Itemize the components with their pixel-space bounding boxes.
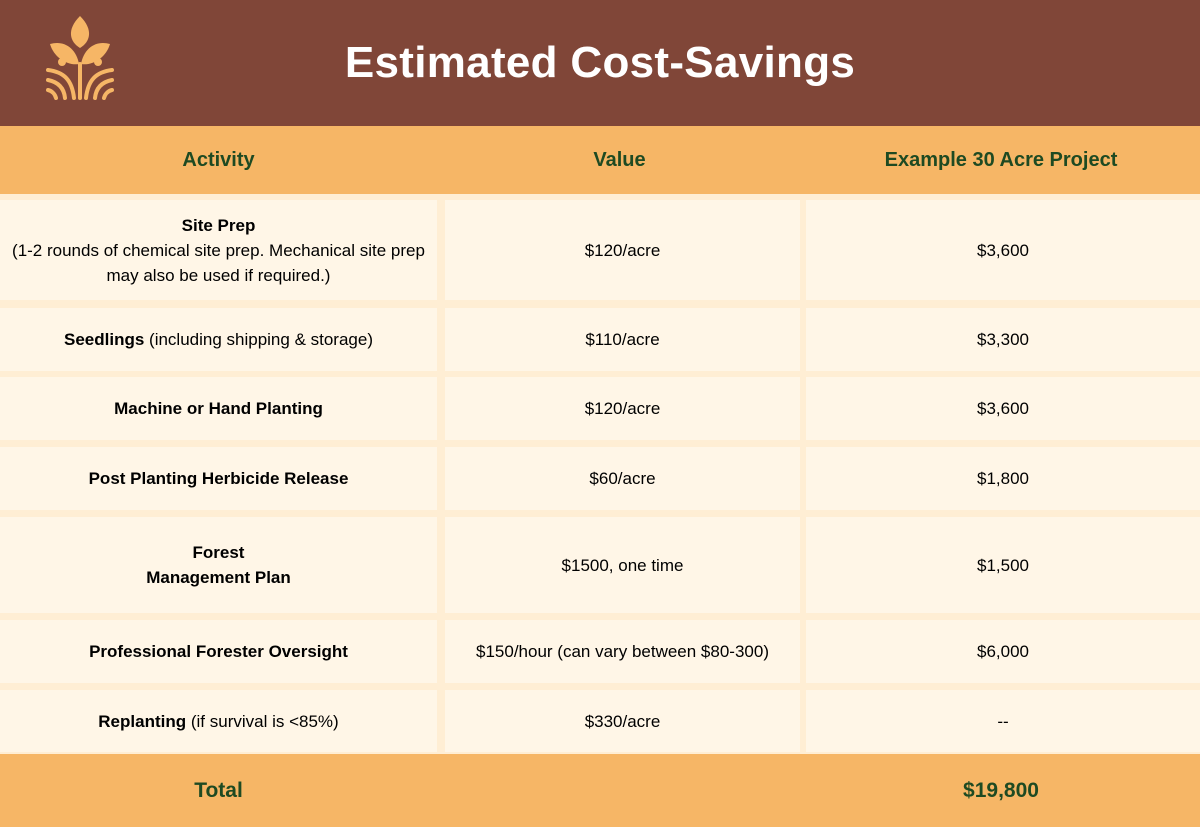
table-row: Replanting (if survival is <85%) $330/ac… [0,690,1200,752]
table-row: Machine or Hand Planting $120/acre $3,60… [0,377,1200,440]
example-cell: $3,600 [806,377,1200,440]
table-row: Site Prep (1-2 rounds of chemical site p… [0,200,1200,300]
activity-name: Machine or Hand Planting [0,377,437,440]
column-header-value: Value [593,148,646,171]
header-banner: Estimated Cost-Savings [0,0,1200,126]
table-row: Seedlings (including shipping & storage)… [0,308,1200,371]
activity-note: (1-2 rounds of chemical site prep. Mecha… [12,240,425,285]
example-cell: $6,000 [806,620,1200,683]
table-header-row: Activity Value Example 30 Acre Project [0,126,1200,194]
value-cell: $120/acre [445,377,800,440]
activity-note: (if survival is <85%) [190,711,339,731]
value-cell: $150/hour (can vary between $80-300) [445,620,800,683]
table-body: Site Prep (1-2 rounds of chemical site p… [0,194,1200,754]
value-cell: $330/acre [445,690,800,752]
value-cell: $1500, one time [445,517,800,613]
activity-cell: Site Prep (1-2 rounds of chemical site p… [0,200,437,300]
activity-name: Seedlings [63,330,145,349]
example-cell: $1,800 [806,447,1200,510]
activity-cell: Replanting (if survival is <85%) [0,690,437,752]
value-cell: $120/acre [445,200,800,300]
value-cell: $60/acre [445,447,800,510]
example-cell: $3,300 [806,308,1200,371]
example-cell: $1,500 [806,517,1200,613]
value-cell: $110/acre [445,308,800,371]
sprout-field-logo-icon [46,16,114,100]
activity-name: Forest [192,543,245,562]
activity-name: Replanting [98,711,187,731]
table-row: Forest Management Plan $1500, one time $… [0,517,1200,613]
table-row: Professional Forester Oversight $150/hou… [0,620,1200,683]
table-row: Post Planting Herbicide Release $60/acre… [0,447,1200,510]
activity-name: Professional Forester Oversight [0,620,437,683]
column-header-example: Example 30 Acre Project [884,148,1118,171]
example-cell: -- [806,690,1200,752]
table-total-row: Total $19,800 [0,754,1200,827]
activity-note: (including shipping & storage) [149,330,373,349]
total-value: $19,800 [963,778,1039,802]
activity-name: Post Planting Herbicide Release [0,447,437,510]
activity-name: Site Prep [181,215,256,235]
example-cell: $3,600 [806,200,1200,300]
column-header-activity: Activity [182,148,255,171]
page-title: Estimated Cost-Savings [344,38,856,87]
total-spacer [437,754,802,827]
activity-cell: Seedlings (including shipping & storage) [0,308,437,371]
activity-cell: Forest Management Plan [0,517,437,613]
activity-name-line2: Management Plan [146,568,291,587]
total-label: Total [194,778,243,802]
